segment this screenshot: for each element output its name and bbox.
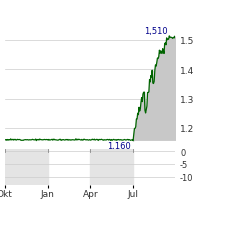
Text: 1,510: 1,510 xyxy=(144,27,168,36)
Text: 1,160: 1,160 xyxy=(107,142,131,151)
Bar xyxy=(90,149,133,185)
Bar xyxy=(5,149,48,185)
